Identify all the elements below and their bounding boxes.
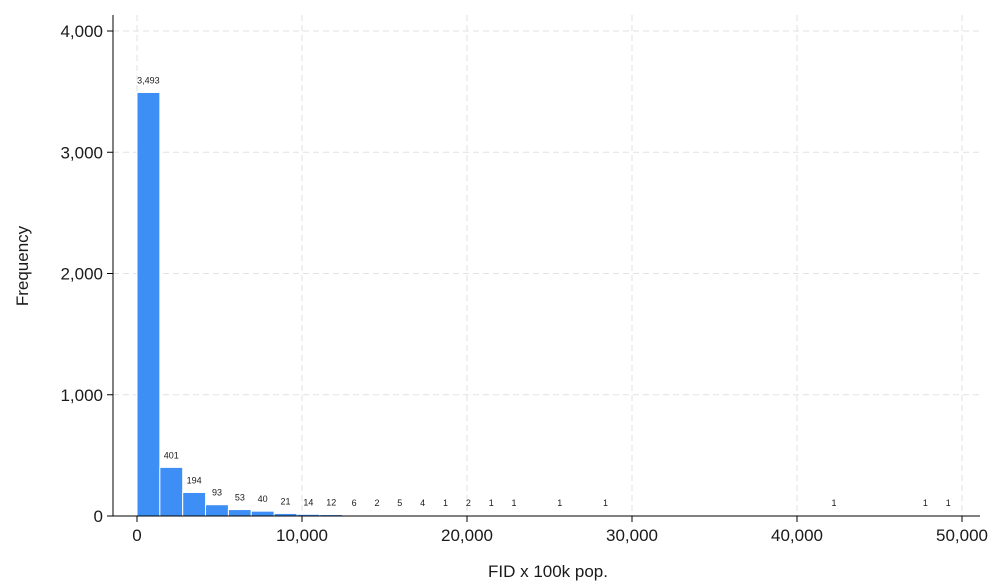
histogram-bar (250, 510, 275, 517)
bar-value-label: 53 (235, 493, 245, 503)
bar-value-label: 14 (303, 497, 313, 507)
bar-value-label: 194 (187, 475, 202, 485)
bar-value-label: 12 (326, 498, 336, 508)
y-axis-title: Frequency (13, 225, 32, 306)
histogram-bars (136, 91, 961, 517)
axes (112, 15, 980, 517)
bar-value-label: 1 (557, 498, 562, 508)
grid-lines (113, 15, 980, 516)
bar-value-label: 4 (420, 498, 425, 508)
bar-value-label: 93 (212, 488, 222, 498)
bar-value-label: 40 (258, 494, 268, 504)
y-tick-label: 4,000 (60, 22, 103, 41)
y-tick-label: 3,000 (60, 143, 103, 162)
histogram-bar (227, 509, 252, 517)
y-tick-label: 2,000 (60, 265, 103, 284)
bar-value-label: 21 (281, 496, 291, 506)
bar-value-label: 1 (512, 498, 517, 508)
bar-value-label: 6 (352, 498, 357, 508)
x-tick-label: 40,000 (771, 526, 823, 545)
x-tick-label: 10,000 (276, 526, 328, 545)
axis-ticks: 0 1,000 2,000 3,000 4,000 0 10,000 20,000 30,000… (60, 22, 988, 545)
histogram-bar (182, 491, 207, 517)
bar-value-label: 1 (603, 498, 608, 508)
x-tick-label: 0 (132, 526, 141, 545)
bar-value-label: 2 (374, 498, 379, 508)
bar-value-label: 1 (923, 498, 928, 508)
y-tick-label: 1,000 (60, 386, 103, 405)
x-tick-label: 30,000 (606, 526, 658, 545)
bar-value-label: 1 (443, 498, 448, 508)
x-axis-title: FID x 100k pop. (488, 562, 608, 581)
x-tick-label: 20,000 (441, 526, 493, 545)
histogram-bar (159, 466, 184, 517)
x-tick-label: 50,000 (936, 526, 988, 545)
bar-value-label: 3,493 (137, 75, 160, 85)
bar-value-label: 401 (164, 450, 179, 460)
histogram-bar (136, 91, 161, 517)
y-tick-label: 0 (94, 507, 103, 526)
histogram-bar (205, 504, 229, 517)
bar-value-label: 1 (489, 498, 494, 508)
bar-value-label: 2 (466, 498, 471, 508)
bar-value-label: 1 (946, 498, 951, 508)
bar-value-label: 1 (831, 498, 836, 508)
bar-value-label: 5 (397, 498, 402, 508)
